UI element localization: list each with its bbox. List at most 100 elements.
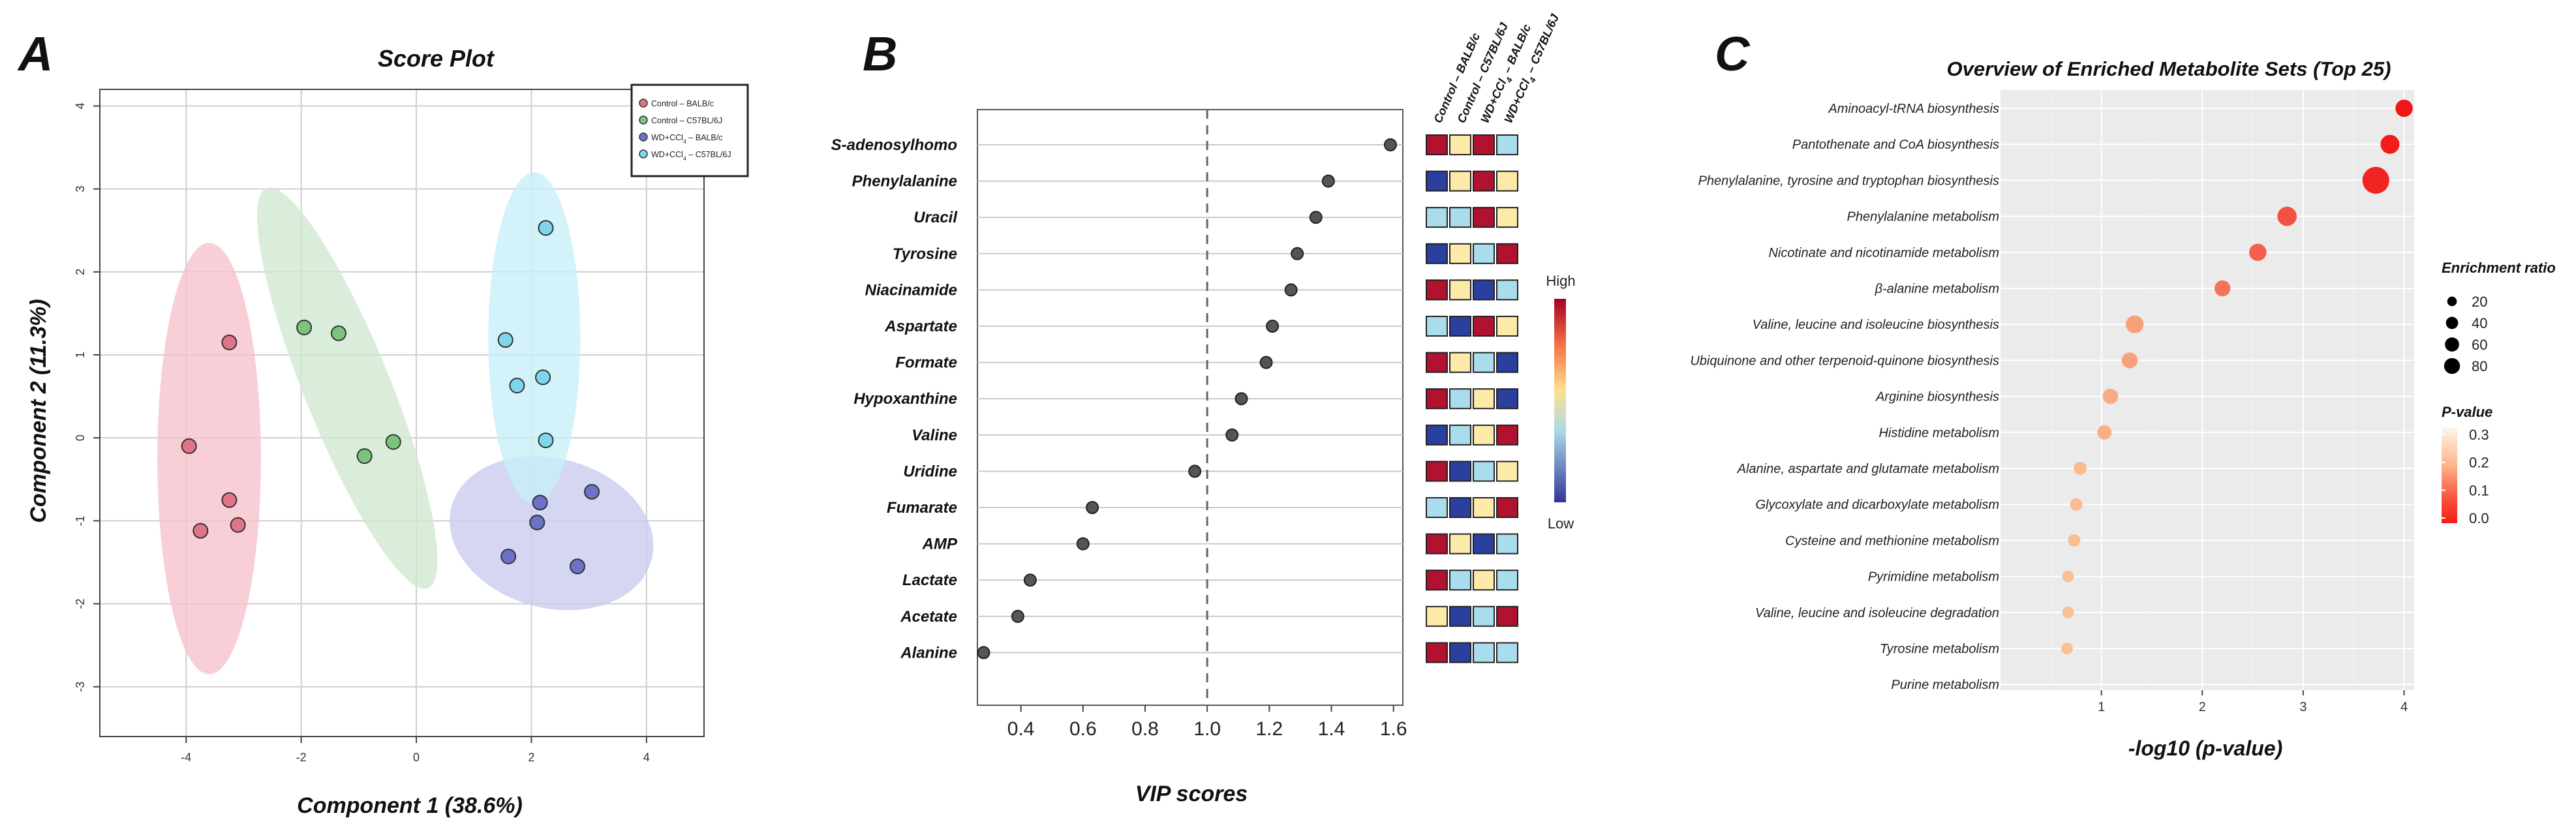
- heatmap-cell: [1496, 316, 1518, 337]
- heatmap-cell: [1449, 243, 1471, 264]
- sample-point: [221, 334, 238, 350]
- enrichment-ratio-legend: 20 40 60 80: [2444, 294, 2487, 374]
- p-value-tick-label: 0.0: [2469, 510, 2489, 526]
- metabolite-label: S-adenosylhomo: [831, 136, 957, 154]
- heatmap-cell: [1496, 461, 1518, 482]
- heatmap-cell: [1426, 533, 1448, 555]
- sample-point: [385, 434, 401, 450]
- confidence-ellipse-1: [157, 243, 261, 675]
- vip-point: [1284, 283, 1298, 297]
- metabolite-label: Aspartate: [884, 318, 957, 335]
- sample-point: [500, 549, 517, 565]
- vip-point: [1023, 573, 1037, 587]
- enrichment-panel-bg: [2001, 90, 2414, 690]
- legend-box: [630, 84, 749, 177]
- sample-point: [192, 523, 209, 539]
- vip-x-tick-label: 1.0: [1193, 718, 1221, 740]
- vip-point: [1234, 392, 1248, 406]
- pathway-label: Pantothenate and CoA biosynthesis: [1792, 138, 1999, 152]
- heatmap-cell: [1473, 605, 1495, 627]
- heatmap-cell: [1496, 170, 1518, 192]
- metabolite-label: Acetate: [900, 608, 957, 626]
- confidence-ellipse-3: [450, 456, 654, 611]
- vip-colorbar-high: High: [1546, 273, 1575, 289]
- enrichment-x-tick-label: 2: [2199, 700, 2206, 714]
- heatmap-cell: [1473, 243, 1495, 264]
- heatmap-cell: [1426, 352, 1448, 373]
- sample-point: [356, 448, 373, 464]
- enrichment-point: [2277, 206, 2297, 226]
- score-plot-title: Score Plot: [378, 45, 495, 72]
- heatmap-cell: [1473, 388, 1495, 410]
- heatmap-cell: [1449, 352, 1471, 373]
- pathway-label: Glycoxylate and dicarboxylate metabolism: [1755, 498, 1999, 512]
- enrichment-point: [2070, 498, 2083, 511]
- score-x-tick-label: 2: [528, 751, 534, 764]
- p-value-legend-title: P-value: [2442, 404, 2492, 420]
- pathway-label: Aminoacyl-tRNA biosynthesis: [1828, 102, 1999, 116]
- vip-colorbar-low: Low: [1548, 515, 1574, 532]
- enrichment-points: [2061, 99, 2413, 654]
- heatmap-cell: [1426, 134, 1448, 155]
- legend-swatch: [639, 115, 648, 125]
- enrichment-x-ticks: 1 2 3 4: [2098, 690, 2408, 714]
- sample-point: [221, 492, 238, 508]
- score-x-tick-label: 0: [413, 751, 420, 764]
- heatmap-cell: [1473, 642, 1495, 663]
- sample-point: [538, 220, 554, 236]
- legend-entry: Control – C57BL/6J: [651, 116, 722, 125]
- size-legend-dot: [2445, 337, 2459, 352]
- vip-point: [1225, 428, 1239, 442]
- heatmap-cell: [1473, 570, 1495, 591]
- heatmap-cell: [1426, 170, 1448, 192]
- confidence-ellipse-4: [488, 172, 581, 504]
- score-plot-x-label: Component 1 (38.6%): [297, 793, 523, 818]
- vip-heatmap: [1426, 134, 1518, 663]
- size-legend-dot: [2447, 296, 2457, 307]
- enrichment-point: [2074, 461, 2087, 476]
- score-y-tick-label: 4: [74, 102, 87, 109]
- vip-point: [1291, 247, 1304, 260]
- sample-point: [584, 483, 600, 500]
- heatmap-cell: [1473, 352, 1495, 373]
- enrichment-point: [2062, 570, 2074, 583]
- score-y-tick-label: 3: [74, 186, 87, 192]
- vip-plot-frame: [977, 109, 1403, 706]
- vip-rows: [977, 110, 1403, 705]
- panel-b: B S-adenosylhomo Phenylalanine Uracil Tyros…: [831, 12, 1576, 806]
- score-plot-ellipses: [157, 172, 654, 675]
- enrichment-point: [2214, 280, 2231, 297]
- score-y-tick-label: -2: [74, 599, 87, 609]
- heatmap-cell: [1449, 642, 1471, 663]
- heatmap-cell: [1496, 642, 1518, 663]
- heatmap-cell: [1449, 461, 1471, 482]
- heatmap-cell: [1473, 170, 1495, 192]
- heatmap-cell: [1473, 533, 1495, 555]
- size-legend-label: 80: [2472, 358, 2487, 374]
- vip-x-tick-label: 0.8: [1131, 718, 1159, 740]
- vip-point: [1011, 609, 1024, 623]
- heatmap-cell: [1496, 134, 1518, 155]
- heatmap-cell: [1496, 533, 1518, 555]
- enrichment-point: [2395, 99, 2413, 117]
- metabolite-label: Uracil: [913, 209, 958, 226]
- pathway-label: Cysteine and methionine metabolism: [1785, 534, 1999, 548]
- enrichment-point: [2102, 388, 2119, 404]
- score-y-tick-label: 0: [74, 434, 87, 441]
- heatmap-cell: [1449, 279, 1471, 301]
- score-plot-frame: [99, 89, 705, 737]
- metabolite-label: Hypoxanthine: [853, 390, 957, 408]
- metabolite-label: Formate: [895, 354, 957, 372]
- score-x-tick-label: -4: [181, 751, 191, 764]
- heatmap-cell: [1426, 642, 1448, 663]
- enrichment-pathway-labels: Aminoacyl-tRNA biosynthesis Pantothenate …: [1690, 102, 1999, 692]
- enrichment-point: [2068, 534, 2081, 547]
- heatmap-cell: [1473, 207, 1495, 228]
- vip-point: [1086, 501, 1099, 514]
- confidence-ellipse-2: [256, 187, 438, 589]
- vip-x-tick-label: 1.4: [1318, 718, 1345, 740]
- heatmap-cell: [1426, 497, 1448, 518]
- pathway-label: Pyrimidine metabolism: [1868, 570, 1999, 585]
